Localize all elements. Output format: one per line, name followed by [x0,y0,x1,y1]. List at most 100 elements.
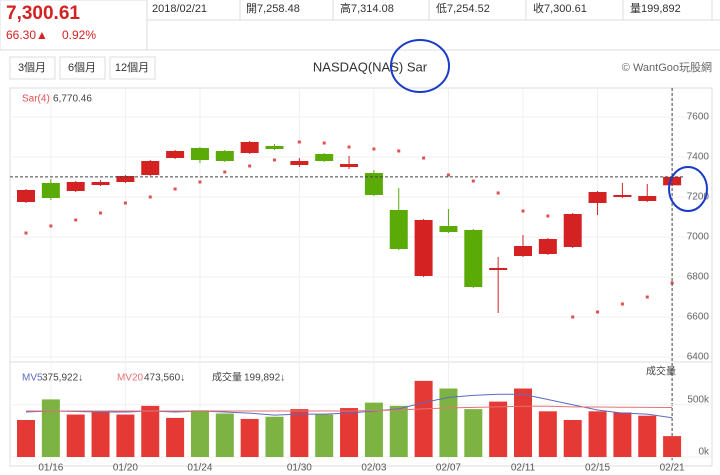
candle-body [439,226,458,232]
sar-dot [596,310,600,314]
y-tick-label: 0k [698,447,710,458]
volume-bar [166,417,185,457]
x-tick-label: 02/21 [660,463,685,474]
volume-bar [340,408,359,457]
annotation-circle [390,39,450,93]
candle-body [290,161,309,165]
y-tick-label: 6600 [687,312,710,323]
range-button[interactable] [109,56,156,80]
range-button[interactable] [9,56,56,80]
x-tick-label: 01/24 [187,463,212,474]
copyright: © WantGoo玩股網 [622,60,712,74]
low: 低7,254.52 [436,2,490,15]
volume-bar [215,413,234,457]
pane-label: 成交量 [646,365,676,378]
volume-bar [439,388,458,457]
candle-body [190,148,209,160]
plot: 6400 6600 6800 7000 7200 7400 7600 01/16 01/20 01… [10,88,712,474]
candle-body [166,151,185,158]
range-button-label[interactable]: 6個月 [68,61,96,74]
volume-bar [464,409,483,457]
volume-bar [538,411,557,457]
legend-value: 375,922↓ [42,373,83,384]
volume-bar [240,418,259,457]
y-tick-label: 7600 [687,112,710,123]
candle-body [215,151,234,161]
sar-dot [223,170,227,174]
sar-dot [123,201,127,205]
volume-bar [265,416,284,457]
legend-name: MV5 [22,373,43,384]
sar-dot [571,315,575,319]
sar-dot [248,164,252,168]
volume-bar [41,399,60,457]
legend-name: MV20 [117,373,144,384]
range-button-label[interactable]: 3個月 [18,61,46,74]
y-tick-label: 7000 [687,232,710,243]
x-tick-label: 02/15 [585,463,610,474]
sar-dot [471,179,475,183]
candle-body [638,196,657,201]
volume-bar [563,419,582,457]
candle-body [389,210,408,249]
x-tick-label: 01/16 [38,463,63,474]
candle-body [91,182,110,185]
sar-dot [496,191,500,195]
y-tick-label: 7400 [687,152,710,163]
candle-body [116,176,135,182]
volume-bar [638,415,657,457]
volume-bar [588,411,607,457]
candle-body [265,146,284,149]
sar-dot [397,149,401,153]
y-tick-label: 7200 [687,192,710,203]
moving-average-line [25,393,673,419]
candle-body [41,183,60,198]
candle-body [663,176,682,186]
y-tick-label: 500k [687,394,710,405]
volume-bar [364,402,383,457]
candle-body [66,182,85,191]
candle-body [489,268,508,270]
sar-dot [49,224,53,228]
range-button[interactable] [59,56,106,80]
sar-dot [74,218,78,222]
change-pct: 0.92% [62,28,96,42]
volume-bar [389,405,408,457]
y-tick-label: 6400 [687,352,710,363]
volume-bar [66,414,85,457]
sar-dot [645,295,649,299]
candle-body [514,246,532,256]
open: 開7,258.48 [246,2,300,15]
volume-bar [190,410,209,457]
volume-bar [663,436,682,457]
sar-dot [173,187,177,191]
sar-dot [620,302,624,306]
annotation-circle [668,166,708,212]
sar-legend-value: 6,770.46 [53,94,92,105]
sar-dot [446,173,450,177]
volume-bar [514,388,532,457]
candle-body [538,239,557,254]
sar-dot [347,145,351,149]
sar-dot [99,211,103,215]
candle-body [414,220,433,276]
volume-bar [489,401,508,457]
high: 高7,314.08 [340,1,394,15]
price: 7,300.61 [6,3,80,24]
candle-body [563,214,582,247]
candle-body [464,230,483,287]
legend-value: 473,560↓ [144,373,185,384]
candle-body [17,190,35,202]
sar-dot [670,281,674,285]
candle-body [315,154,334,161]
x-tick-label: 02/11 [511,463,536,474]
chart-title: NASDAQ(NAS) Sar [313,59,428,74]
y-tick-label: 6800 [687,272,710,283]
range-button-label[interactable]: 12個月 [115,61,149,74]
sar-dot [297,140,301,144]
sar-dot [546,214,550,218]
candle-body [141,161,160,175]
moving-average-line [26,405,673,412]
volume-bar [91,411,110,457]
